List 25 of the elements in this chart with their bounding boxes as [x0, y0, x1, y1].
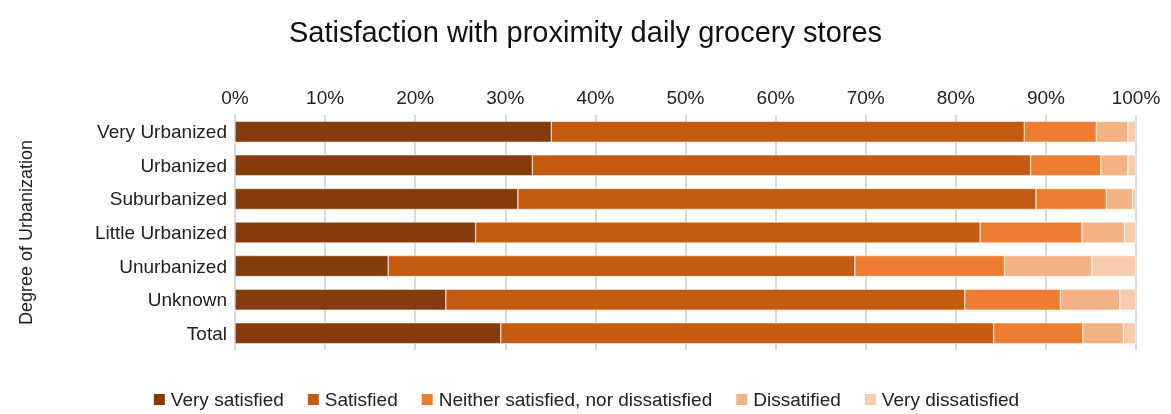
x-tick-label: 50%: [666, 87, 705, 108]
y-axis-title: Degree of Urbanization: [16, 139, 36, 326]
y-tick-label: Little Urbanized: [94, 222, 227, 243]
legend-label: Dissatified: [753, 389, 841, 410]
legend-label: Neither satisfied, nor dissatisfied: [438, 389, 713, 410]
y-tick-label: Very Urbanized: [97, 121, 227, 143]
x-tick-label: 60%: [756, 87, 795, 108]
y-tick-label: Total: [186, 322, 227, 344]
legend-label: Very dissatisfied: [881, 389, 1020, 410]
x-tick-label: 80%: [936, 87, 975, 108]
x-tick-label: 40%: [576, 87, 615, 108]
x-tick-label: 70%: [846, 87, 885, 108]
y-tick-label: Unknown: [147, 289, 227, 311]
chart-title: Satisfaction with proximity daily grocery stores: [288, 15, 883, 48]
x-tick-label: 20%: [396, 87, 435, 108]
legend-label: Satisfied: [324, 389, 398, 410]
y-tick-label: Suburbanized: [109, 188, 227, 210]
y-tick-label: Urbanized: [140, 154, 227, 176]
y-tick-label: Unurbanized: [119, 255, 227, 277]
x-tick-label: 90%: [1026, 87, 1066, 108]
x-tick-label: 30%: [486, 87, 525, 108]
x-tick-label: 100%: [1111, 87, 1161, 108]
legend-label: Very satisfied: [170, 389, 284, 410]
x-tick-label: 0%: [221, 87, 249, 108]
x-tick-label: 10%: [306, 87, 345, 108]
